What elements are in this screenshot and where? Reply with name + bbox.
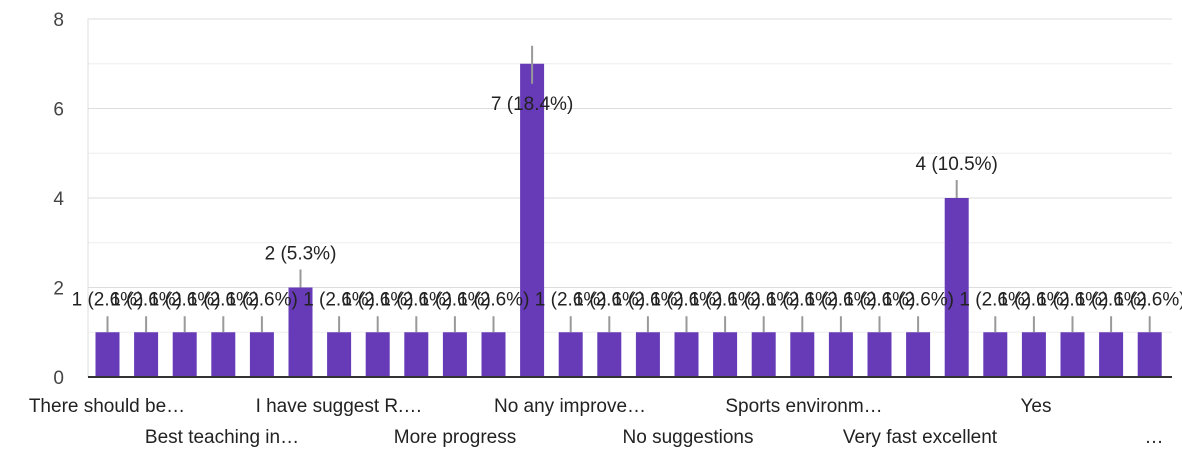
x-tick-label: No any improve… [494,396,646,417]
data-label: 1 (2.6%) [612,289,684,310]
bar [944,198,969,377]
bar [983,332,1008,377]
data-label: 1 (2.6%) [573,289,645,310]
bars [95,63,1162,377]
y-tick-label: 2 [53,279,64,300]
bar [365,332,390,377]
bar [249,332,274,377]
data-label: 1 (2.6%) [766,289,838,310]
bar [1099,332,1124,377]
bar [1021,332,1046,377]
data-label: 1 (2.6%) [342,289,414,310]
bar [481,332,506,377]
data-label: 1 (2.6%) [419,289,491,310]
x-tick-label: There should be… [29,396,185,417]
bar [95,332,120,377]
bar [404,332,429,377]
data-label: 1 (2.6%) [844,289,916,310]
bar [1060,332,1085,377]
x-tick-label: … [1145,427,1164,448]
x-tick-label: Best teaching in… [145,427,299,448]
data-label: 1 (2.6%) [728,289,800,310]
data-label: 1 (2.6%) [187,289,259,310]
data-label: 1 (2.6%) [1037,289,1109,310]
data-label: 1 (2.6%) [380,289,452,310]
data-labels: 1 (2.6%)1 (2.6%)1 (2.6%)1 (2.6%)1 (2.6%)… [72,45,1182,333]
x-axis: There should be… I have suggest R.… No any… [29,376,1172,448]
data-label: 7 (18.4%) [491,94,573,115]
bar [288,287,313,377]
bar [597,332,622,377]
data-label: 1 (2.6%) [882,289,954,310]
x-tick-label: Very fast excellent [843,427,998,448]
bar [790,332,815,377]
data-label: 4 (10.5%) [916,154,998,175]
data-label: 2 (5.3%) [265,244,337,265]
data-label: 1 (2.6%) [149,289,221,310]
bar [172,332,197,377]
y-tick-label: 6 [53,100,64,121]
data-label: 1 (2.6%) [458,289,530,310]
bar [134,332,159,377]
data-label: 1 (2.6%) [998,289,1070,310]
bar [713,332,738,377]
y-axis: 0 2 4 6 8 [53,10,64,389]
data-label: 1 (2.6%) [1075,289,1147,310]
x-tick-label: Sports environm… [725,396,882,417]
x-tick-label: I have suggest R.… [256,396,423,417]
data-label: 1 (2.6%) [651,289,723,310]
y-tick-label: 0 [53,368,64,389]
bar [674,332,699,377]
data-label: 1 (2.6%) [110,289,182,310]
bar [520,63,545,377]
data-label: 1 (2.6%) [805,289,877,310]
bar [635,332,660,377]
bar [442,332,467,377]
data-label: 1 (2.6%) [535,289,607,310]
data-label: 1 (2.6%) [1114,289,1182,310]
y-tick-label: 4 [53,189,64,210]
bar [558,332,583,377]
x-tick-label: No suggestions [623,427,754,448]
y-tick-label: 8 [53,10,64,31]
bar [751,332,776,377]
data-label: 1 (2.6%) [689,289,761,310]
data-label: 1 (2.6%) [303,289,375,310]
bar [327,332,352,377]
bar [828,332,853,377]
bar [1137,332,1162,377]
x-tick-label: Yes [1021,396,1052,417]
gridlines [87,18,1172,377]
data-label: 1 (2.6%) [72,289,144,310]
x-tick-label: More progress [394,427,517,448]
bar [867,332,892,377]
bar [211,332,236,377]
data-label: 1 (2.6%) [959,289,1031,310]
bar [906,332,931,377]
data-label: 1 (2.6%) [226,289,298,310]
